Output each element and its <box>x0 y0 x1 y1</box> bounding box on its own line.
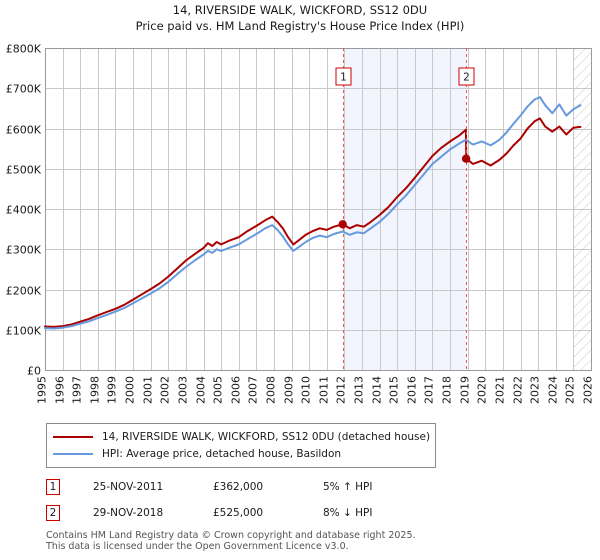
transaction-date-1: 25-NOV-2011 <box>93 481 164 493</box>
y-axis-tick-label: £100K <box>6 325 42 338</box>
x-axis-tick-label: 2026 <box>582 376 595 404</box>
chart-legend: 14, RIVERSIDE WALK, WICKFORD, SS12 0DU (… <box>46 423 436 468</box>
x-axis-tick-label: 2008 <box>265 376 278 404</box>
x-axis-tick-label: 2022 <box>512 376 525 404</box>
x-axis-tick-label: 2018 <box>441 376 454 404</box>
legend-item-hpi: HPI: Average price, detached house, Basi… <box>53 445 429 462</box>
table-row: 2 29-NOV-2018 £525,000 8% ↓ HPI <box>46 500 466 526</box>
y-axis-tick-label: £300K <box>6 244 42 257</box>
y-axis-tick-label: £0 <box>27 365 41 378</box>
event-marker-label: 1 <box>340 72 347 84</box>
series-line-hpi <box>44 96 582 330</box>
x-axis-tick-label: 2015 <box>388 376 401 404</box>
x-axis-tick-label: 1998 <box>89 376 102 404</box>
page-subtitle: Price paid vs. HM Land Registry's House … <box>135 19 465 33</box>
table-row: 1 25-NOV-2011 £362,000 5% ↑ HPI <box>46 474 466 500</box>
x-axis-tick-label: 2007 <box>247 376 260 404</box>
event-marker-label: 2 <box>463 72 470 84</box>
x-axis-tick-label: 2014 <box>371 376 384 404</box>
x-axis-tick-label: 2011 <box>318 376 331 404</box>
x-axis-tick-label: 2012 <box>335 376 348 404</box>
page-title: 14, RIVERSIDE WALK, WICKFORD, SS12 0DU <box>172 3 428 17</box>
legend-swatch-price-paid <box>53 435 93 438</box>
x-axis-tick-label: 2017 <box>423 376 436 404</box>
legend-label-price-paid: 14, RIVERSIDE WALK, WICKFORD, SS12 0DU (… <box>102 430 431 443</box>
transaction-date-2: 29-NOV-2018 <box>93 507 164 519</box>
x-axis-tick-label: 2009 <box>283 376 296 404</box>
x-axis-tick-label: 2016 <box>406 376 419 404</box>
y-axis-tick-label: £200K <box>6 285 42 298</box>
x-axis-tick-label: 2004 <box>195 376 208 404</box>
x-axis-labels: 1995 1996 1997 1998 1999 2000 2001 2002 2003 2004… <box>36 376 595 404</box>
y-axis-tick-label: £500K <box>6 164 42 177</box>
x-axis-tick-label: 2013 <box>353 376 366 404</box>
transaction-price-2: £525,000 <box>213 507 264 519</box>
event-marker-box <box>458 67 475 86</box>
y-axis-labels: £0 £100K £200K £300K £400K £500K £600K £700K £80… <box>6 43 42 378</box>
x-axis-tick-label: 2010 <box>300 376 313 404</box>
y-axis-tick-label: £400K <box>6 204 42 217</box>
footer-licence-line: This data is licensed under the Open Gov… <box>46 541 349 552</box>
x-axis-tick-label: 2000 <box>124 376 137 404</box>
y-axis-tick-label: £800K <box>6 43 42 56</box>
x-axis-tick-label: 2020 <box>476 376 489 404</box>
transaction-badge-2: 2 <box>46 505 60 521</box>
x-axis-tick-label: 2019 <box>459 376 472 404</box>
series-line-price-paid <box>44 117 582 328</box>
y-axis-tick-label: £700K <box>6 83 42 96</box>
legend-swatch-hpi <box>53 452 93 455</box>
chart-title-block: 14, RIVERSIDE WALK, WICKFORD, SS12 0DU P… <box>0 2 600 34</box>
x-axis-tick-label: 1996 <box>54 376 67 404</box>
chart-gridlines <box>45 48 592 371</box>
footer-copyright-line: Contains HM Land Registry data © Crown c… <box>46 530 416 541</box>
chart-series <box>44 96 582 330</box>
x-axis-tick-label: 1997 <box>71 376 84 404</box>
legend-item-price-paid: 14, RIVERSIDE WALK, WICKFORD, SS12 0DU (… <box>53 428 431 445</box>
x-axis-tick-label: 2024 <box>547 376 560 404</box>
event-marker-box <box>335 67 352 86</box>
transactions-table: 1 25-NOV-2011 £362,000 5% ↑ HPI 2 29-NOV… <box>46 474 466 526</box>
x-axis-tick-label: 2003 <box>177 376 190 404</box>
x-axis-tick-label: 2006 <box>230 376 243 404</box>
x-axis-tick-label: 2021 <box>494 376 507 404</box>
event-data-point <box>338 220 347 229</box>
legend-label-hpi: HPI: Average price, detached house, Basi… <box>102 447 342 460</box>
transaction-hpi-delta-1: 5% ↑ HPI <box>323 481 373 493</box>
x-axis-tick-label: 2023 <box>529 376 542 404</box>
transaction-hpi-delta-2: 8% ↓ HPI <box>323 507 373 519</box>
transaction-price-1: £362,000 <box>213 481 264 493</box>
attribution-footer: Contains HM Land Registry data © Crown c… <box>46 530 586 552</box>
event-data-point <box>461 154 471 163</box>
transaction-badge-1: 1 <box>46 479 60 495</box>
x-axis-tick-label: 2002 <box>159 376 172 404</box>
y-axis-tick-label: £600K <box>6 124 42 137</box>
x-axis-tick-label: 2001 <box>142 376 155 404</box>
x-axis-tick-label: 1999 <box>106 376 119 404</box>
x-axis-tick-label: 1995 <box>36 376 49 404</box>
x-axis-tick-label: 2025 <box>564 376 577 404</box>
x-axis-tick-label: 2005 <box>212 376 225 404</box>
